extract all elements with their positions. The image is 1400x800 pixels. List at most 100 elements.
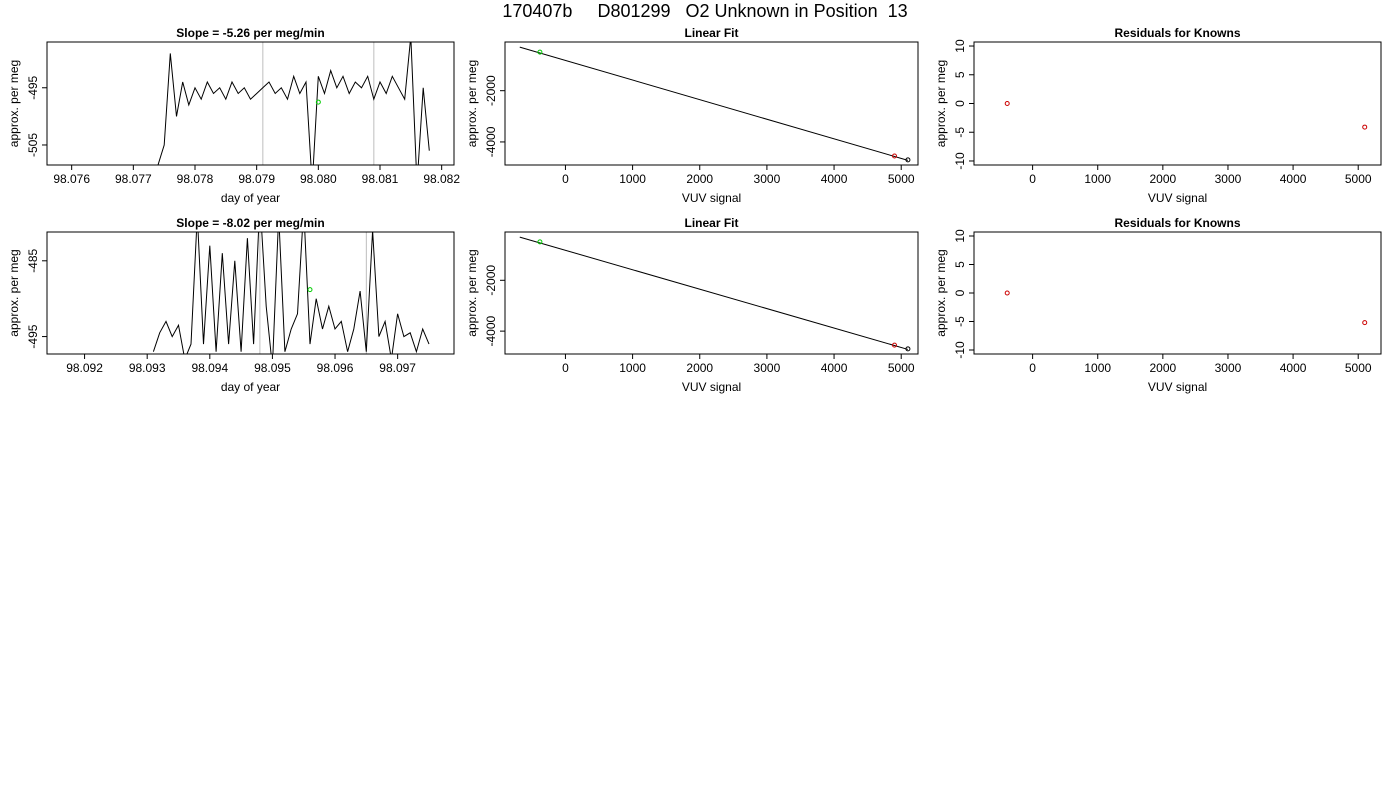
plot-area: [1004, 101, 1368, 130]
data-point: [1004, 101, 1010, 106]
data-point: [1362, 320, 1368, 326]
chart-title: Linear Fit: [684, 216, 738, 230]
y-axis-label: approx. per meg: [7, 60, 21, 147]
y-tick-label: -10: [953, 152, 967, 170]
chart-panel-5: 0 1000 2000 3000 4000 5000 -2000 -4000 Linear Fi…: [465, 216, 919, 394]
plot-frame: [504, 231, 919, 355]
chart-panel-6: 0 1000 2000 3000 4000 5000 10 5 0 -5 -10 Residuals …: [934, 216, 1382, 394]
y-tick-label: -4000: [484, 315, 498, 346]
data-point: [905, 157, 911, 163]
highlight-marker: [315, 99, 321, 105]
y-tick-label: 10: [953, 229, 967, 243]
x-tick-label: 1000: [619, 172, 646, 186]
chart-panel-2: 0 1000 2000 3000 4000 5000 -2000 -4000 Linear Fi…: [465, 26, 919, 205]
x-tick-label: 0: [1029, 361, 1036, 375]
y-tick-label: 10: [953, 39, 967, 53]
plot-frame: [46, 41, 455, 166]
series-line: [157, 42, 430, 165]
chart-title: Residuals for Knowns: [1114, 216, 1240, 230]
y-tick-label: -10: [953, 341, 967, 359]
plot-frame: [973, 41, 1382, 166]
chart-title: Linear Fit: [684, 26, 738, 40]
x-tick-label: 98.082: [423, 172, 460, 186]
x-tick-label: 4000: [821, 361, 848, 375]
y-tick-label: -4000: [484, 126, 498, 157]
x-tick-label: 3000: [1215, 172, 1242, 186]
fit-line: [519, 236, 909, 350]
y-tick-label: -495: [26, 75, 40, 99]
plot-area: [157, 42, 430, 165]
x-tick-label: 98.077: [115, 172, 152, 186]
fit-line: [519, 46, 909, 161]
x-tick-label: 0: [1029, 172, 1036, 186]
x-axis-label: day of year: [221, 191, 280, 205]
chart-title: Slope = -5.26 per meg/min: [176, 26, 324, 40]
x-tick-label: 3000: [1215, 361, 1242, 375]
x-tick-label: 98.080: [300, 172, 337, 186]
x-tick-label: 98.076: [53, 172, 90, 186]
x-tick-label: 1000: [1084, 172, 1111, 186]
plot-area: [1004, 290, 1368, 326]
data-point: [537, 239, 543, 245]
x-tick-label: 1000: [1084, 361, 1111, 375]
x-axis-label: VUV signal: [682, 191, 741, 205]
x-tick-label: 1000: [619, 361, 646, 375]
x-axis-label: VUV signal: [682, 380, 741, 394]
x-tick-label: 2000: [1149, 361, 1176, 375]
x-axis-label: day of year: [221, 380, 280, 394]
data-point: [891, 153, 897, 159]
chart-panel-4: 98.092 98.093 98.094 98.095 98.096 98.097 -485…: [7, 216, 455, 394]
y-tick-label: -495: [26, 324, 40, 348]
x-tick-label: 4000: [821, 172, 848, 186]
y-tick-label: -5: [953, 127, 967, 138]
chart-panel-3: 0 1000 2000 3000 4000 5000 10 5 0 -5 -10 Residuals …: [934, 26, 1382, 205]
y-axis-label: approx. per meg: [934, 60, 948, 147]
y-tick-label: -485: [26, 248, 40, 272]
x-tick-label: 4000: [1280, 172, 1307, 186]
x-tick-label: 0: [562, 361, 569, 375]
x-axis-label: VUV signal: [1148, 191, 1207, 205]
chart-title: Residuals for Knowns: [1114, 26, 1240, 40]
x-tick-label: 2000: [686, 172, 713, 186]
x-tick-label: 98.078: [177, 172, 214, 186]
plot-frame: [973, 231, 1382, 355]
y-tick-label: 0: [953, 100, 967, 107]
x-tick-label: 3000: [754, 172, 781, 186]
data-point: [1362, 124, 1368, 130]
y-tick-label: -2000: [484, 265, 498, 296]
x-tick-label: 5000: [888, 361, 915, 375]
y-axis-label: approx. per meg: [465, 60, 479, 147]
data-point: [905, 346, 911, 352]
y-tick-label: 5: [953, 71, 967, 78]
x-tick-label: 98.092: [66, 361, 103, 375]
x-tick-label: 2000: [686, 361, 713, 375]
y-axis-label: approx. per meg: [7, 249, 21, 336]
y-tick-label: 0: [953, 289, 967, 296]
series-line: [152, 232, 430, 354]
x-tick-label: 4000: [1280, 361, 1307, 375]
plot-frame: [46, 231, 455, 355]
x-tick-label: 98.081: [362, 172, 399, 186]
plot-area: [519, 46, 911, 163]
x-tick-label: 98.093: [129, 361, 166, 375]
data-point: [1004, 290, 1010, 296]
x-tick-label: 98.096: [317, 361, 354, 375]
data-point: [537, 49, 543, 55]
data-point: [891, 342, 897, 348]
x-tick-label: 2000: [1149, 172, 1176, 186]
y-tick-label: -505: [26, 133, 40, 157]
highlight-marker: [307, 287, 313, 293]
y-axis-label: approx. per meg: [465, 249, 479, 336]
plot-area: [152, 232, 430, 354]
x-tick-label: 98.094: [191, 361, 228, 375]
x-tick-label: 5000: [1345, 361, 1372, 375]
plot-frame: [504, 41, 919, 166]
chart-title: Slope = -8.02 per meg/min: [176, 216, 324, 230]
x-tick-label: 5000: [1345, 172, 1372, 186]
y-tick-label: -2000: [484, 75, 498, 106]
y-tick-label: 5: [953, 261, 967, 268]
y-axis-label: approx. per meg: [934, 249, 948, 336]
page-title: 170407b D801299 O2 Unknown in Position 1…: [502, 1, 908, 21]
x-axis-label: VUV signal: [1148, 380, 1207, 394]
